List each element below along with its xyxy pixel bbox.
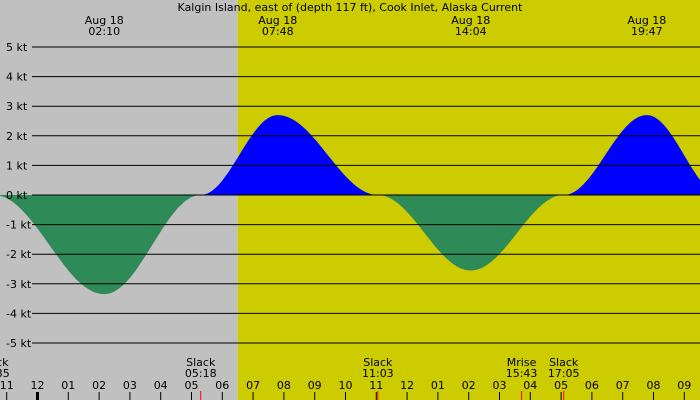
extreme-date-label: Aug 18 (258, 14, 297, 27)
hour-tick-label: 11 (369, 379, 383, 392)
hour-tick-label: 02 (462, 379, 476, 392)
hour-tick-label: 09 (308, 379, 322, 392)
y-axis-labels: 5 kt 4 kt 3 kt 2 kt 1 kt 0 kt -1 kt -2 kt -3 kt -… (6, 41, 32, 350)
hour-tick-label: 08 (647, 379, 661, 392)
event-time-label: 17:05 (548, 367, 580, 380)
y-tick-label: 3 kt (6, 100, 28, 113)
hour-tick-label: 06 (215, 379, 229, 392)
extreme-date-label: Aug 18 (627, 14, 666, 27)
hour-tick-label: 03 (123, 379, 137, 392)
hour-tick-label: 05 (554, 379, 568, 392)
hour-tick-label: 07 (616, 379, 630, 392)
hour-tick-label: 12 (31, 379, 45, 392)
y-tick-label: -2 kt (6, 248, 32, 261)
y-tick-label: 1 kt (6, 159, 28, 172)
flood-area (563, 115, 700, 195)
event-label: Slack (0, 356, 9, 369)
event-label: Slack (186, 356, 216, 369)
hour-tick-label: 02 (92, 379, 106, 392)
current-area-layer (0, 115, 700, 295)
y-tick-label: 2 kt (6, 130, 28, 143)
y-tick-label: -4 kt (6, 307, 32, 320)
hour-tick-label: 10 (339, 379, 353, 392)
hour-tick-label: 04 (154, 379, 168, 392)
hour-tick-label: 03 (493, 379, 507, 392)
y-tick-label: -5 kt (6, 337, 32, 350)
event-time-label: 15:43 (506, 367, 538, 380)
extreme-time-label: 02:10 (88, 25, 120, 38)
hour-tick-label: 12 (400, 379, 414, 392)
event-label: Mrise (507, 356, 537, 369)
hour-tick-label: 04 (523, 379, 537, 392)
y-tick-label: -3 kt (6, 278, 32, 291)
event-label: Slack (363, 356, 393, 369)
y-tick-label: 5 kt (6, 41, 28, 54)
ebb-area (0, 195, 201, 295)
extreme-time-label: 14:04 (455, 25, 487, 38)
hour-tick-label: 05 (185, 379, 199, 392)
y-tick-label: 0 kt (6, 189, 28, 202)
event-time-label: 11:03 (362, 367, 394, 380)
event-time-label: 22:35 (0, 367, 10, 380)
flood-area (200, 115, 378, 195)
chart-title: Kalgin Island, east of (depth 117 ft), C… (178, 1, 524, 14)
hour-tick-label: 08 (277, 379, 291, 392)
hour-tick-label: 01 (431, 379, 445, 392)
hour-tick-label: 07 (246, 379, 260, 392)
hour-tick-label: 01 (61, 379, 75, 392)
extreme-date-label: Aug 18 (451, 14, 490, 27)
extreme-time-label: 07:48 (262, 25, 294, 38)
extreme-date-label: Aug 18 (85, 14, 124, 27)
x-axis-ticks: 11 12 01 02 03 04 05 06 07 08 09 10 11 12 01 02 03 04 05 06… (0, 379, 691, 400)
hour-tick-label: 06 (585, 379, 599, 392)
event-labels: Slack22:35Slack05:18Slack11:03Mrise15:43… (0, 356, 580, 400)
hour-tick-label: 09 (677, 379, 691, 392)
event-label: Slack (549, 356, 579, 369)
gridlines (32, 46, 700, 344)
event-time-label: 05:18 (185, 367, 217, 380)
hour-tick-label: 11 (0, 379, 14, 392)
y-tick-label: -1 kt (6, 219, 32, 232)
y-tick-label: 4 kt (6, 71, 28, 84)
extreme-time-label: 19:47 (631, 25, 663, 38)
ebb-area (377, 195, 564, 271)
